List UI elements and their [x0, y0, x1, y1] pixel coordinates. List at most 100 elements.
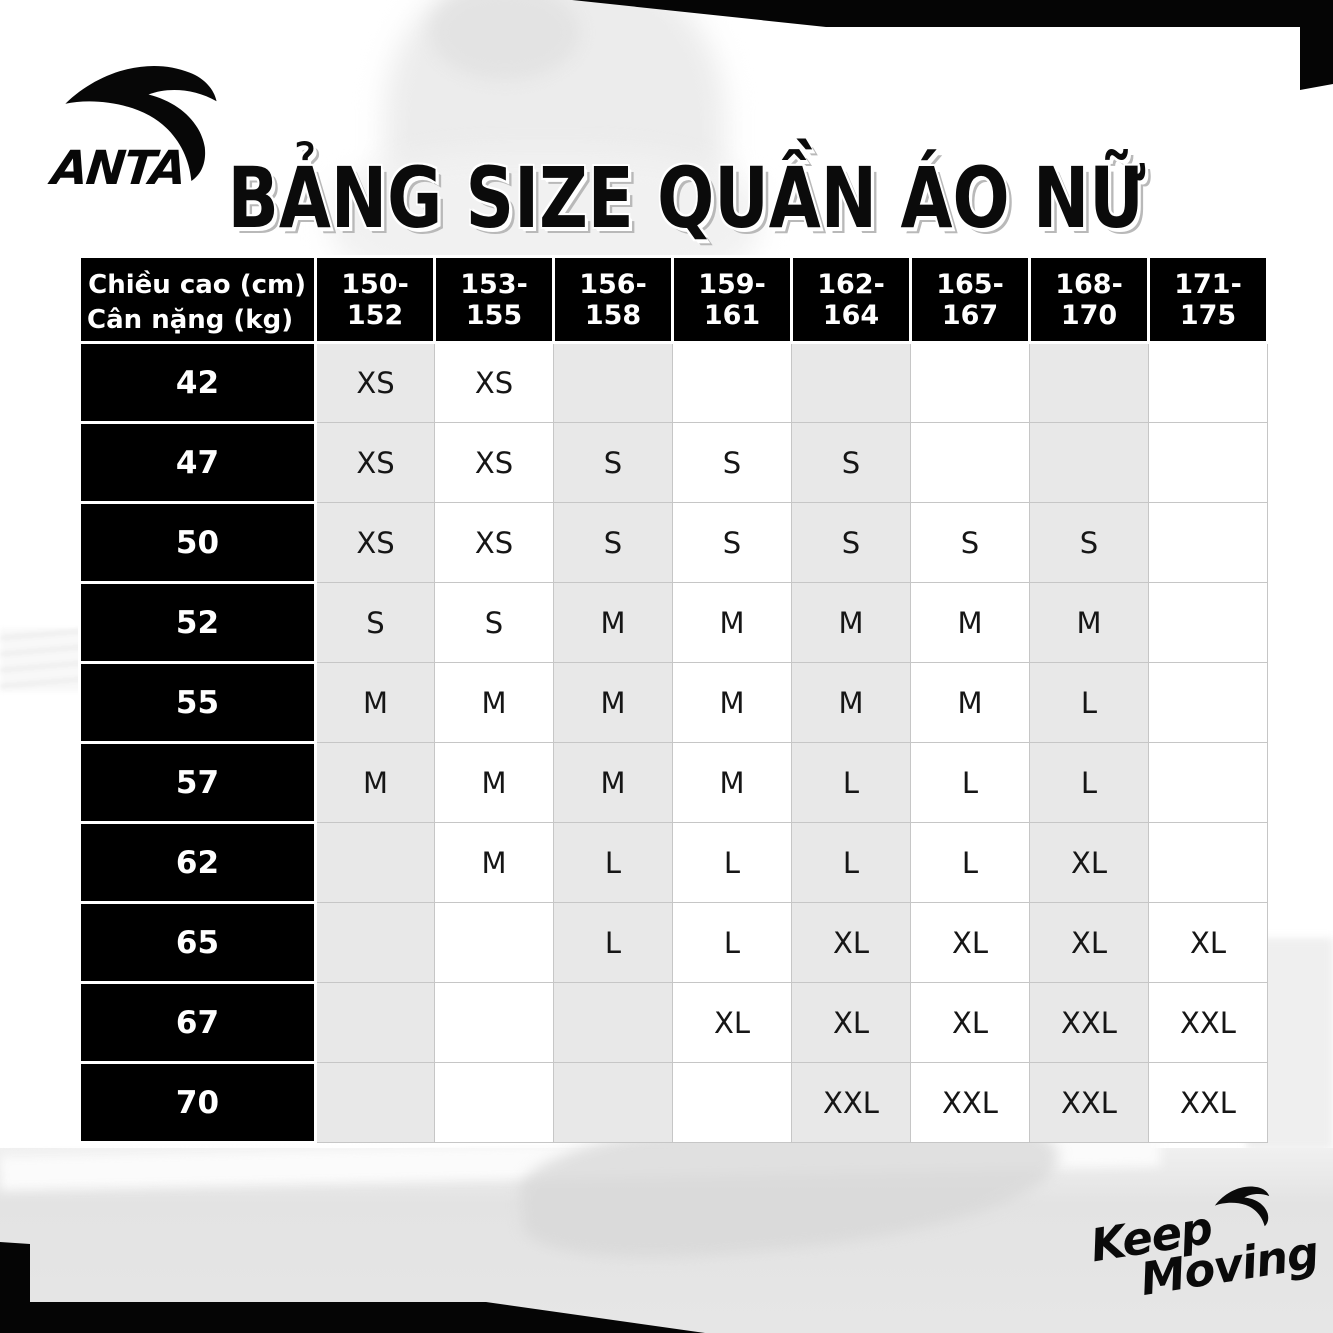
size-cell: M [315, 742, 435, 823]
anta-swoosh-small-icon [1214, 1186, 1270, 1227]
size-cell: M [434, 742, 554, 823]
size-cell: XL [672, 982, 792, 1063]
weight-row-header: 50 [78, 501, 317, 584]
weight-row-header: 65 [78, 901, 317, 984]
size-cell [1029, 422, 1149, 503]
table-row: 50 XS XS S S S S S [78, 501, 1268, 584]
height-column-header: 150-152 [314, 255, 436, 344]
size-cell [1148, 422, 1268, 503]
table-row: 42 XS XS [78, 341, 1268, 424]
table-row: 57 M M M M L L L [78, 741, 1268, 824]
size-cell: S [910, 502, 1030, 583]
size-cell [1148, 502, 1268, 583]
anta-wordmark: ANTA [49, 141, 188, 196]
size-cell: S [553, 502, 673, 583]
size-cell [791, 342, 911, 423]
table-body: 42 XS XS 47 XS XS S S S 50 XS XS S S S S S 52 S S M M M M M 55 M M M… [78, 341, 1268, 1144]
weight-row-header: 67 [78, 981, 317, 1064]
size-cell: S [434, 582, 554, 663]
size-cell: M [553, 582, 673, 663]
size-cell: S [791, 422, 911, 503]
size-cell: M [434, 822, 554, 903]
size-cell: M [553, 662, 673, 743]
size-cell: S [672, 422, 792, 503]
size-cell: S [791, 502, 911, 583]
size-cell: XS [315, 342, 435, 423]
table-row: 47 XS XS S S S [78, 421, 1268, 504]
height-axis-label: Chiều cao (cm) [88, 270, 306, 300]
size-cell: XXL [1029, 982, 1149, 1063]
size-cell: XL [791, 982, 911, 1063]
page-title: BẢNG SIZE QUẦN ÁO NỮ [227, 149, 1146, 247]
size-cell [553, 982, 673, 1063]
size-cell: L [791, 742, 911, 823]
size-cell [1029, 342, 1149, 423]
size-cell [434, 982, 554, 1063]
size-cell [672, 1062, 792, 1143]
height-column-header: 171-175 [1147, 255, 1269, 344]
table-row: 55 M M M M M M L [78, 661, 1268, 744]
size-cell: S [1029, 502, 1149, 583]
size-cell: M [1029, 582, 1149, 663]
height-column-header: 165-167 [909, 255, 1031, 344]
size-cell: XL [910, 902, 1030, 983]
anta-swoosh-icon [65, 65, 217, 181]
size-cell: M [672, 742, 792, 823]
size-cell: XL [1029, 902, 1149, 983]
size-cell: XS [434, 422, 554, 503]
size-cell [434, 902, 554, 983]
size-cell: M [434, 662, 554, 743]
height-column-header: 156-158 [552, 255, 674, 344]
size-cell [315, 1062, 435, 1143]
height-column-header: 153-155 [433, 255, 555, 344]
size-cell: XXL [1148, 1062, 1268, 1143]
size-cell [553, 342, 673, 423]
size-cell: L [553, 822, 673, 903]
size-cell: XXL [1029, 1062, 1149, 1143]
height-column-header: 162-164 [790, 255, 912, 344]
size-cell [434, 1062, 554, 1143]
size-cell: XL [1148, 902, 1268, 983]
header-row: Chiều cao (cm) Cân nặng (kg) 150-152 153-… [78, 255, 1269, 344]
height-column-header: 168-170 [1028, 255, 1150, 344]
weight-axis-label: Cân nặng (kg) [87, 304, 294, 335]
background-cap-shape [430, 0, 580, 80]
table-row: 52 S S M M M M M [78, 581, 1268, 664]
size-cell [553, 1062, 673, 1143]
size-cell [1148, 582, 1268, 663]
weight-row-header: 57 [78, 741, 317, 824]
weight-row-header: 70 [78, 1061, 317, 1144]
size-cell: M [672, 582, 792, 663]
size-cell: XXL [1148, 982, 1268, 1063]
size-cell [1148, 662, 1268, 743]
size-cell: S [672, 502, 792, 583]
size-cell: XS [434, 502, 554, 583]
size-cell [1148, 742, 1268, 823]
size-cell [315, 902, 435, 983]
anta-logo: ANTA [49, 50, 232, 196]
size-cell [315, 982, 435, 1063]
size-cell: L [553, 902, 673, 983]
weight-row-header: 47 [78, 421, 317, 504]
size-cell: XXL [791, 1062, 911, 1143]
table-row: 67 XL XL XL XXL XXL [78, 981, 1268, 1064]
size-cell: M [910, 662, 1030, 743]
weight-row-header: 52 [78, 581, 317, 664]
size-cell: S [553, 422, 673, 503]
size-cell: M [791, 662, 911, 743]
size-cell [315, 822, 435, 903]
size-cell: XL [791, 902, 911, 983]
size-cell: M [672, 662, 792, 743]
size-cell: XS [434, 342, 554, 423]
size-cell: S [315, 582, 435, 663]
size-cell: L [1029, 742, 1149, 823]
size-cell: L [910, 822, 1030, 903]
weight-row-header: 62 [78, 821, 317, 904]
size-cell: M [791, 582, 911, 663]
size-cell: L [672, 822, 792, 903]
size-cell: M [315, 662, 435, 743]
corner-header-cell: Chiều cao (cm) Cân nặng (kg) [78, 255, 317, 344]
size-table: Chiều cao (cm) Cân nặng (kg) 150-152 153-… [78, 255, 1269, 1144]
table-row: 65 L L XL XL XL XL [78, 901, 1268, 984]
